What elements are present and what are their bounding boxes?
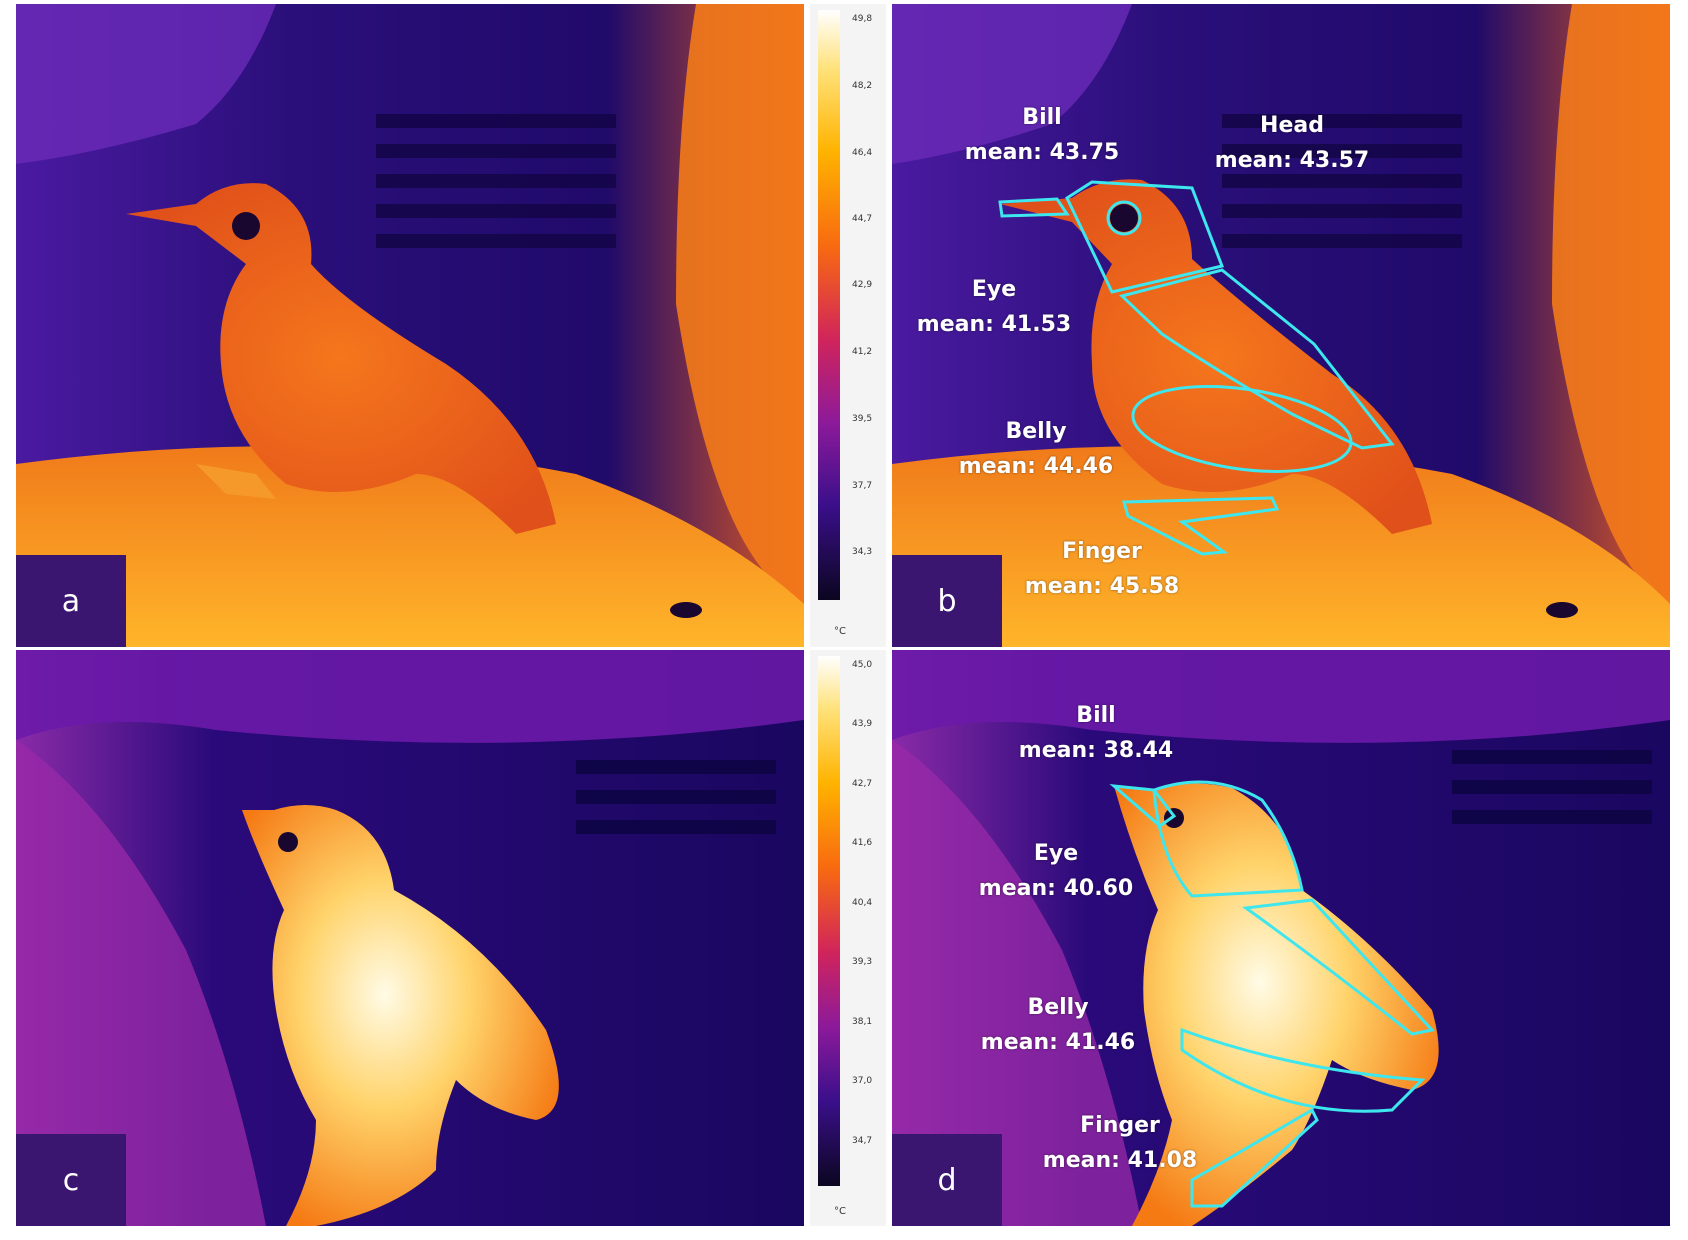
roi-mean: mean: 44.46 [958,454,1114,479]
roi-label-bill: Bill mean: 38.44 [986,698,1206,768]
colorbar-unit: °C [834,1206,846,1217]
roi-mean: mean: 41.08 [1042,1148,1198,1173]
colorbar-tick: 34,3 [852,547,873,557]
thermal-panel-d: d Bill mean: 38.44 Eye mean: 40.60 Belly… [892,650,1670,1226]
roi-mean: mean: 45.58 [1024,574,1180,599]
roi-label-eye: Eye mean: 40.60 [946,836,1166,906]
roi-mean: mean: 41.53 [916,312,1072,337]
thermal-scene-d [892,650,1670,1226]
thermal-panel-a: a [16,4,804,647]
roi-mean: mean: 43.75 [964,140,1120,165]
panel-label-b: b [892,555,1002,647]
thermal-scene-c [16,650,804,1226]
panel-label-c: c [16,1134,126,1226]
thermal-scene-a [16,4,804,647]
roi-label-belly: Belly mean: 41.46 [948,990,1168,1060]
roi-label-bill: Bill mean: 43.75 [932,100,1152,170]
roi-mean: mean: 38.44 [1018,738,1174,763]
colorbar-gradient-bottom [818,656,840,1186]
roi-name: Belly [1005,419,1067,444]
thermal-panel-c: c [16,650,804,1226]
roi-mean: mean: 41.46 [980,1030,1136,1055]
roi-name: Finger [1062,539,1142,564]
thermal-scene-b [892,4,1670,647]
roi-name: Bill [1076,703,1116,728]
colorbar-gradient-top [818,10,840,600]
temperature-colorbar-bottom: 45,0 43,9 42,7 41,6 40,4 39,3 38,1 37,0 … [810,650,886,1226]
colorbar-tick: 34,7 [852,1136,873,1146]
temperature-colorbar-top: 49,8 48,2 46,4 44,7 42,9 41,2 39,5 37,7 … [810,4,886,647]
roi-label-finger: Finger mean: 45.58 [992,534,1212,604]
panel-label-a: a [16,555,126,647]
panel-label-d: d [892,1134,1002,1226]
roi-label-eye: Eye mean: 41.53 [892,272,1104,342]
colorbar-tick: 40,4 [852,898,873,908]
colorbar-tick: 49,8 [852,14,873,24]
roi-label-finger: Finger mean: 41.08 [1010,1108,1230,1178]
roi-mean: mean: 40.60 [978,876,1134,901]
colorbar-tick: 37,7 [852,481,873,491]
roi-name: Finger [1080,1113,1160,1138]
colorbar-tick: 39,3 [852,957,873,967]
roi-label-belly: Belly mean: 44.46 [926,414,1146,484]
colorbar-tick: 41,6 [852,838,873,848]
thermal-panel-b: b Bill mean: 43.75 Head mean: 43.57 Eye … [892,4,1670,647]
roi-mean: mean: 43.57 [1214,148,1370,173]
roi-outlines-b [998,180,1395,556]
colorbar-tick: 42,7 [852,779,873,789]
roi-name: Belly [1027,995,1089,1020]
colorbar-tick: 48,2 [852,81,873,91]
roi-name: Eye [1033,841,1079,866]
roi-outlines-d [1109,780,1435,1208]
colorbar-tick: 44,7 [852,214,873,224]
roi-name: Bill [1022,105,1062,130]
colorbar-unit: °C [834,626,846,637]
colorbar-tick: 37,0 [852,1076,873,1086]
roi-label-head: Head mean: 43.57 [1182,108,1402,178]
colorbar-tick: 38,1 [852,1017,873,1027]
roi-name: Eye [971,277,1017,302]
colorbar-tick: 45,0 [852,660,873,670]
colorbar-tick: 43,9 [852,719,873,729]
colorbar-tick: 41,2 [852,347,873,357]
colorbar-tick: 39,5 [852,414,873,424]
colorbar-tick: 42,9 [852,280,873,290]
roi-name: Head [1260,113,1324,138]
colorbar-tick: 46,4 [852,148,873,158]
